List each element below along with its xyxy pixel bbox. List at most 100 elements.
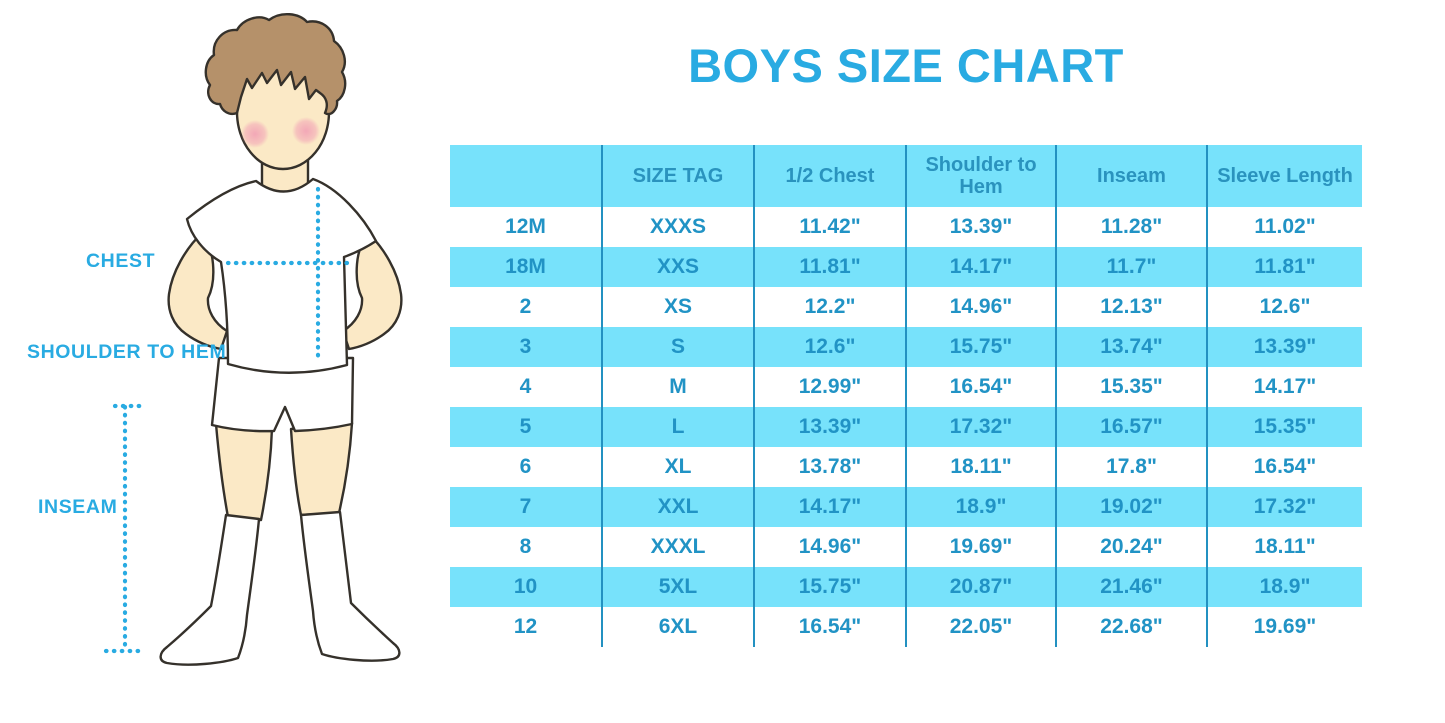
- boy-left-cheek-blush: [241, 120, 269, 148]
- value-cell: M: [603, 367, 755, 407]
- table-row: 8 XXXL 14.96" 19.69" 20.24" 18.11": [450, 527, 1362, 567]
- table-row: 3 S 12.6" 15.75" 13.74" 13.39": [450, 327, 1362, 367]
- value-cell: 15.35": [1253, 415, 1317, 439]
- size-cell: 12: [450, 607, 603, 647]
- value-cell: 16.54": [1253, 455, 1317, 479]
- size-cell: 6: [450, 447, 603, 487]
- boy-left-thigh: [214, 422, 274, 522]
- inseam-label: INSEAM: [38, 496, 118, 518]
- boy-illustration: [103, 13, 403, 666]
- value-cell: 14.17": [907, 247, 1057, 287]
- value-cell: 22.68": [1057, 607, 1208, 647]
- value-cell: 19.02": [1057, 487, 1208, 527]
- table-row: 7 XXL 14.17" 18.9" 19.02" 17.32": [450, 487, 1362, 527]
- value-cell: 15.75": [907, 327, 1057, 367]
- value-cell: 13.39": [1253, 335, 1317, 359]
- value-cell: 13.78": [755, 447, 907, 487]
- value-cell: XXXS: [603, 207, 755, 247]
- size-cell: 2: [450, 287, 603, 327]
- value-cell: 12.99": [755, 367, 907, 407]
- boy-tshirt: [185, 177, 378, 374]
- value-cell: 22.05": [907, 607, 1057, 647]
- value-cell: 16.54": [907, 367, 1057, 407]
- value-cell: 12.13": [1057, 287, 1208, 327]
- value-cell: 16.57": [1057, 407, 1208, 447]
- value-cell: 15.75": [755, 567, 907, 607]
- value-cell: 13.39": [907, 207, 1057, 247]
- value-cell: 15.35": [1057, 367, 1208, 407]
- boy-right-cheek-blush: [292, 117, 320, 145]
- table-header-row: SIZE TAG 1/2 Chest Shoulder to Hem Inseam Sl…: [450, 145, 1362, 207]
- value-cell: 19.69": [1253, 615, 1317, 639]
- value-cell: 18.9": [1259, 575, 1311, 599]
- size-cell: 10: [450, 567, 603, 607]
- table-row: 6 XL 13.78" 18.11" 17.8" 16.54": [450, 447, 1362, 487]
- value-cell: 17.32": [907, 407, 1057, 447]
- size-cell: 5: [450, 407, 603, 447]
- value-cell: 12.2": [755, 287, 907, 327]
- value-cell: 18.9": [907, 487, 1057, 527]
- value-cell: 11.7": [1057, 247, 1208, 287]
- boy-left-arm: [167, 231, 229, 351]
- table-row: 18M XXS 11.81" 14.17" 11.7" 11.81": [450, 247, 1362, 287]
- table-row: 5 L 13.39" 17.32" 16.57" 15.35": [450, 407, 1362, 447]
- value-cell: 6XL: [603, 607, 755, 647]
- value-cell: 18.11": [907, 447, 1057, 487]
- header-cell: 1/2 Chest: [755, 145, 907, 207]
- table-row: 12M XXXS 11.42" 13.39" 11.28" 11.02": [450, 207, 1362, 247]
- value-cell: 11.42": [755, 207, 907, 247]
- header-cell: Inseam: [1057, 145, 1208, 207]
- value-cell: 21.46": [1057, 567, 1208, 607]
- value-cell: 19.69": [907, 527, 1057, 567]
- value-cell: 14.96": [907, 287, 1057, 327]
- chest-label: CHEST: [86, 250, 156, 272]
- value-cell: XL: [603, 447, 755, 487]
- value-cell: 12.6": [1259, 295, 1311, 319]
- value-cell: XXXL: [603, 527, 755, 567]
- boy-measurement-diagram: CHEST SHOULDER TO HEM INSEAM: [0, 0, 450, 723]
- value-cell: 17.32": [1253, 495, 1317, 519]
- size-cell: 12M: [450, 207, 603, 247]
- boy-right-arm: [341, 231, 403, 351]
- table-row: 10 5XL 15.75" 20.87" 21.46" 18.9": [450, 567, 1362, 607]
- boy-left-sock: [159, 513, 261, 666]
- value-cell: 18.11": [1254, 535, 1316, 559]
- value-cell: 11.81": [1254, 255, 1316, 279]
- header-cell: Sleeve Length: [1217, 164, 1353, 187]
- value-cell: L: [603, 407, 755, 447]
- value-cell: 12.6": [755, 327, 907, 367]
- size-table: SIZE TAG 1/2 Chest Shoulder to Hem Inseam Sl…: [450, 145, 1362, 647]
- shoulder-to-hem-label: SHOULDER TO HEM: [27, 341, 227, 363]
- boy-shorts: [210, 356, 355, 433]
- header-cell: Shoulder to Hem: [907, 145, 1057, 207]
- value-cell: 17.8": [1057, 447, 1208, 487]
- size-cell: 3: [450, 327, 603, 367]
- size-cell: 8: [450, 527, 603, 567]
- header-cell: SIZE TAG: [603, 145, 755, 207]
- value-cell: 14.17": [1253, 375, 1317, 399]
- table-row: 4 M 12.99" 16.54" 15.35" 14.17": [450, 367, 1362, 407]
- table-row: 2 XS 12.2" 14.96" 12.13" 12.6": [450, 287, 1362, 327]
- value-cell: 13.74": [1057, 327, 1208, 367]
- value-cell: XXS: [603, 247, 755, 287]
- value-cell: 11.81": [755, 247, 907, 287]
- value-cell: 14.17": [755, 487, 907, 527]
- value-cell: 11.28": [1057, 207, 1208, 247]
- value-cell: 16.54": [755, 607, 907, 647]
- boy-right-thigh: [289, 421, 354, 517]
- value-cell: 14.96": [755, 527, 907, 567]
- size-cell: 4: [450, 367, 603, 407]
- value-cell: 20.87": [907, 567, 1057, 607]
- boy-right-sock: [299, 510, 401, 662]
- value-cell: XXL: [603, 487, 755, 527]
- value-cell: XS: [603, 287, 755, 327]
- page-title: BOYS SIZE CHART: [688, 39, 1124, 92]
- table-row: 12 6XL 16.54" 22.05" 22.68" 19.69": [450, 607, 1362, 647]
- value-cell: 11.02": [1254, 215, 1316, 239]
- value-cell: S: [603, 327, 755, 367]
- value-cell: 13.39": [755, 407, 907, 447]
- size-cell: 7: [450, 487, 603, 527]
- size-cell: 18M: [450, 247, 603, 287]
- boy-hair: [204, 13, 347, 116]
